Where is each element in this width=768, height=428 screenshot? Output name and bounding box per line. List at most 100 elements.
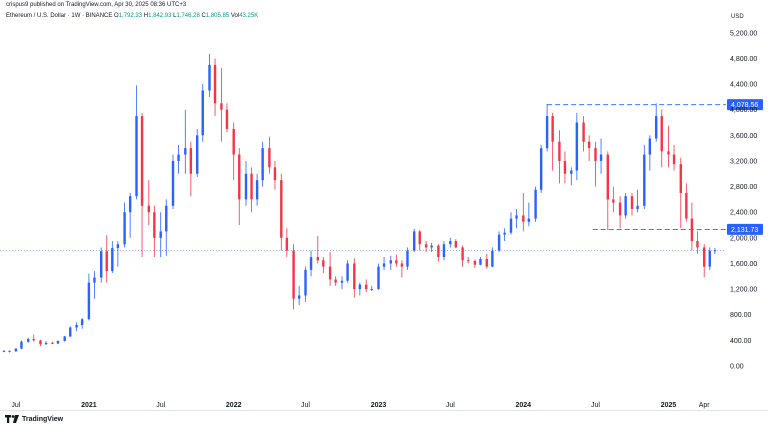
- candle-body: [539, 148, 543, 190]
- x-tick-label: 2022: [226, 402, 242, 409]
- key-level-label-bg: [727, 99, 763, 111]
- candle-body: [238, 154, 241, 200]
- candle-down: [400, 260, 404, 278]
- candle-body: [39, 340, 42, 345]
- candle-body: [400, 263, 404, 267]
- candle-body: [340, 280, 344, 283]
- candle-up: [244, 160, 248, 206]
- candle-down: [667, 125, 670, 168]
- candle-body: [527, 218, 531, 222]
- candle-body: [309, 257, 313, 270]
- candle-up: [413, 228, 416, 252]
- candle-body: [273, 167, 277, 181]
- candle-body: [51, 342, 54, 344]
- candle-body: [140, 116, 144, 206]
- candle-body: [2, 350, 6, 352]
- candle-down: [328, 251, 332, 286]
- candle-up: [135, 85, 138, 200]
- candle-body: [679, 164, 682, 193]
- candle-up: [171, 154, 175, 209]
- candle-body: [353, 263, 356, 290]
- candle-body: [497, 234, 501, 251]
- candle-body: [534, 189, 537, 219]
- candle-body: [358, 284, 362, 290]
- candle-up: [389, 255, 392, 270]
- candle-up: [56, 340, 60, 345]
- candle-up: [346, 260, 349, 283]
- candle-body: [648, 138, 652, 155]
- candle-up: [261, 141, 264, 187]
- x-tick-label: 2025: [661, 402, 677, 409]
- candle-body: [116, 244, 120, 249]
- candle-up: [442, 241, 446, 261]
- y-tick-label: 0.00: [730, 363, 744, 370]
- x-tick-label: Jul: [301, 402, 310, 409]
- candle-up: [304, 266, 307, 302]
- candle-up: [515, 209, 518, 229]
- candle-body: [261, 148, 264, 181]
- close-value: 1,805.85: [205, 13, 230, 19]
- y-tick-label: 4,800.00: [730, 56, 757, 63]
- candle-body: [618, 202, 622, 216]
- x-tick-label: Jul: [156, 402, 165, 409]
- tradingview-logo-text: TradingView: [22, 415, 64, 423]
- y-tick-label: 800.00: [730, 312, 752, 319]
- candle-body: [690, 218, 694, 242]
- candle-down: [485, 253, 488, 269]
- candle-body: [297, 295, 301, 299]
- candle-down: [8, 350, 11, 353]
- candle-up: [624, 192, 627, 219]
- candle-body: [563, 160, 567, 174]
- candle-body: [220, 103, 223, 110]
- candle-body: [702, 247, 706, 267]
- levels-layer: [0, 104, 726, 251]
- candle-body: [75, 324, 78, 328]
- candle-down: [473, 259, 477, 268]
- candle-body: [44, 342, 48, 345]
- x-tick-label: Apr: [699, 402, 711, 409]
- x-tick-label: Jul: [446, 402, 455, 409]
- axis-layer: 4,078.56 2,131.73 0.00 400.00 800.00 1,200.00…: [11, 30, 763, 409]
- candle-up: [648, 135, 652, 171]
- candle-down: [685, 183, 688, 222]
- tradingview-logo[interactable]: TradingView: [5, 415, 63, 423]
- candle-down: [285, 228, 289, 258]
- candle-body: [69, 327, 72, 337]
- candle-up: [503, 228, 506, 242]
- candle-body: [473, 260, 477, 265]
- price-chart[interactable]: 4,078.56 2,131.73 0.00 400.00 800.00 1,200.00…: [0, 0, 768, 410]
- candle-body: [208, 64, 211, 91]
- candle-up: [297, 285, 301, 306]
- candle-up: [406, 247, 409, 270]
- candle-body: [418, 231, 421, 245]
- candle-body: [177, 154, 180, 161]
- candle-down: [238, 148, 241, 226]
- candle-body: [696, 241, 699, 248]
- x-tick-label: Jul: [591, 402, 600, 409]
- y-tick-label: 1,200.00: [730, 287, 757, 294]
- candle-body: [442, 244, 446, 258]
- candle-up: [93, 271, 96, 299]
- candle-down: [153, 205, 156, 258]
- candle-body: [195, 135, 199, 174]
- candle-up: [654, 103, 658, 142]
- candle-up: [358, 282, 362, 296]
- x-tick-label: 2021: [81, 402, 97, 409]
- candle-body: [713, 250, 717, 252]
- y-tick-label: 5,200.00: [730, 30, 757, 37]
- candle-body: [587, 141, 591, 149]
- candle-up: [44, 340, 48, 345]
- candle-body: [413, 231, 416, 251]
- candle-down: [316, 235, 319, 264]
- candle-up: [2, 349, 6, 353]
- candle-down: [334, 276, 337, 286]
- candle-up: [26, 337, 30, 343]
- candle-body: [382, 263, 386, 267]
- candle-body: [667, 151, 670, 155]
- candle-down: [679, 157, 682, 229]
- candle-body: [171, 160, 175, 206]
- candle-up: [370, 285, 373, 292]
- candle-body: [147, 205, 150, 213]
- symbol-info-line: Ethereum / U.S. Dollar · 1W · BINANCE O1…: [6, 13, 258, 19]
- candle-down: [454, 239, 458, 249]
